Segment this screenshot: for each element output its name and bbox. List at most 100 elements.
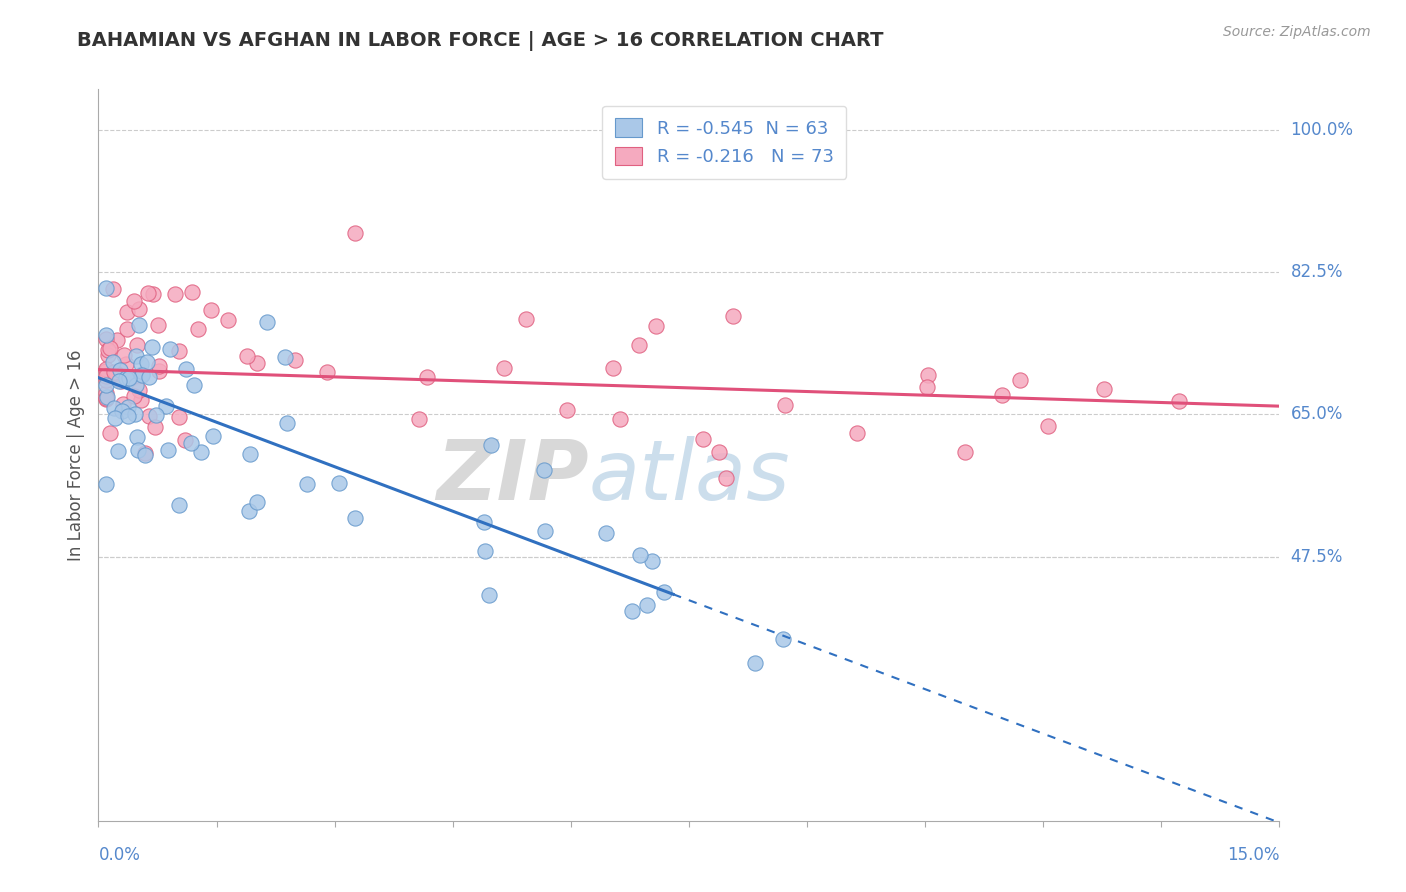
Point: [128, 301, 150, 316]
Point: [180, 435, 202, 450]
Point: [115, 371, 138, 385]
Point: [128, 318, 150, 332]
Point: [97, 343, 120, 357]
Point: [602, 361, 624, 376]
Point: [105, 366, 128, 380]
Point: [96, 368, 118, 383]
Point: [96, 362, 118, 376]
Point: [315, 365, 337, 379]
Point: [692, 432, 714, 446]
Point: [157, 442, 180, 457]
Point: [111, 404, 134, 418]
Point: [117, 400, 139, 414]
Point: [636, 598, 658, 612]
Point: [174, 362, 197, 376]
Point: [115, 373, 138, 387]
Point: [714, 471, 737, 485]
Point: [127, 430, 149, 444]
Point: [236, 349, 259, 363]
Point: [124, 407, 146, 421]
Point: [96, 392, 118, 406]
Point: [238, 504, 260, 518]
Point: [131, 368, 153, 382]
Point: [115, 357, 138, 371]
Point: [1167, 394, 1189, 409]
Text: atlas: atlas: [589, 436, 790, 517]
Point: [245, 356, 267, 370]
Point: [344, 226, 367, 240]
Point: [772, 632, 794, 647]
Point: [915, 380, 938, 394]
Point: [96, 385, 118, 400]
Point: [344, 511, 367, 525]
Point: [96, 476, 118, 491]
Text: 47.5%: 47.5%: [1291, 548, 1343, 566]
Point: [627, 338, 650, 352]
Point: [115, 322, 138, 336]
Point: [408, 412, 430, 426]
Point: [96, 390, 118, 404]
Point: [246, 495, 269, 509]
Point: [101, 282, 124, 296]
Point: [148, 359, 170, 373]
Point: [131, 393, 153, 408]
Point: [96, 392, 118, 406]
Point: [492, 360, 515, 375]
Point: [103, 401, 125, 416]
Text: 65.0%: 65.0%: [1291, 405, 1343, 424]
Point: [117, 409, 139, 423]
Point: [96, 377, 118, 392]
Point: [127, 442, 149, 457]
Point: [107, 443, 129, 458]
Point: [953, 445, 976, 459]
Point: [96, 332, 118, 346]
Point: [143, 420, 166, 434]
Point: [105, 333, 128, 347]
Point: [101, 355, 124, 369]
Text: 15.0%: 15.0%: [1227, 846, 1279, 863]
Point: [155, 399, 177, 413]
Point: [103, 365, 125, 379]
Point: [127, 338, 149, 352]
Point: [167, 410, 190, 425]
Point: [96, 364, 118, 378]
Point: [917, 368, 939, 382]
Point: [202, 429, 225, 443]
Point: [416, 370, 439, 384]
Point: [628, 549, 651, 563]
Point: [1036, 419, 1059, 434]
Point: [165, 287, 187, 301]
Text: ZIP: ZIP: [436, 436, 589, 517]
Point: [100, 341, 122, 355]
Point: [125, 349, 148, 363]
Point: [136, 285, 159, 300]
Point: [169, 498, 191, 512]
Point: [146, 318, 169, 333]
Point: [141, 340, 163, 354]
Point: [190, 445, 212, 459]
Point: [256, 315, 278, 329]
Point: [145, 408, 167, 422]
Point: [534, 524, 557, 538]
Point: [183, 377, 205, 392]
Point: [474, 544, 496, 558]
Y-axis label: In Labor Force | Age > 16: In Labor Force | Age > 16: [66, 349, 84, 561]
Point: [274, 351, 297, 365]
Point: [621, 604, 644, 618]
Point: [134, 448, 156, 462]
Point: [1010, 373, 1032, 387]
Point: [654, 584, 676, 599]
Point: [991, 388, 1014, 402]
Point: [115, 304, 138, 318]
Legend: R = -0.545  N = 63, R = -0.216   N = 73: R = -0.545 N = 63, R = -0.216 N = 73: [602, 105, 846, 178]
Text: 100.0%: 100.0%: [1291, 120, 1354, 139]
Point: [98, 426, 121, 441]
Point: [122, 389, 145, 403]
Point: [112, 348, 135, 362]
Point: [117, 371, 139, 385]
Point: [707, 445, 730, 459]
Point: [96, 281, 118, 295]
Text: 82.5%: 82.5%: [1291, 263, 1343, 281]
Point: [472, 515, 495, 529]
Point: [125, 378, 148, 392]
